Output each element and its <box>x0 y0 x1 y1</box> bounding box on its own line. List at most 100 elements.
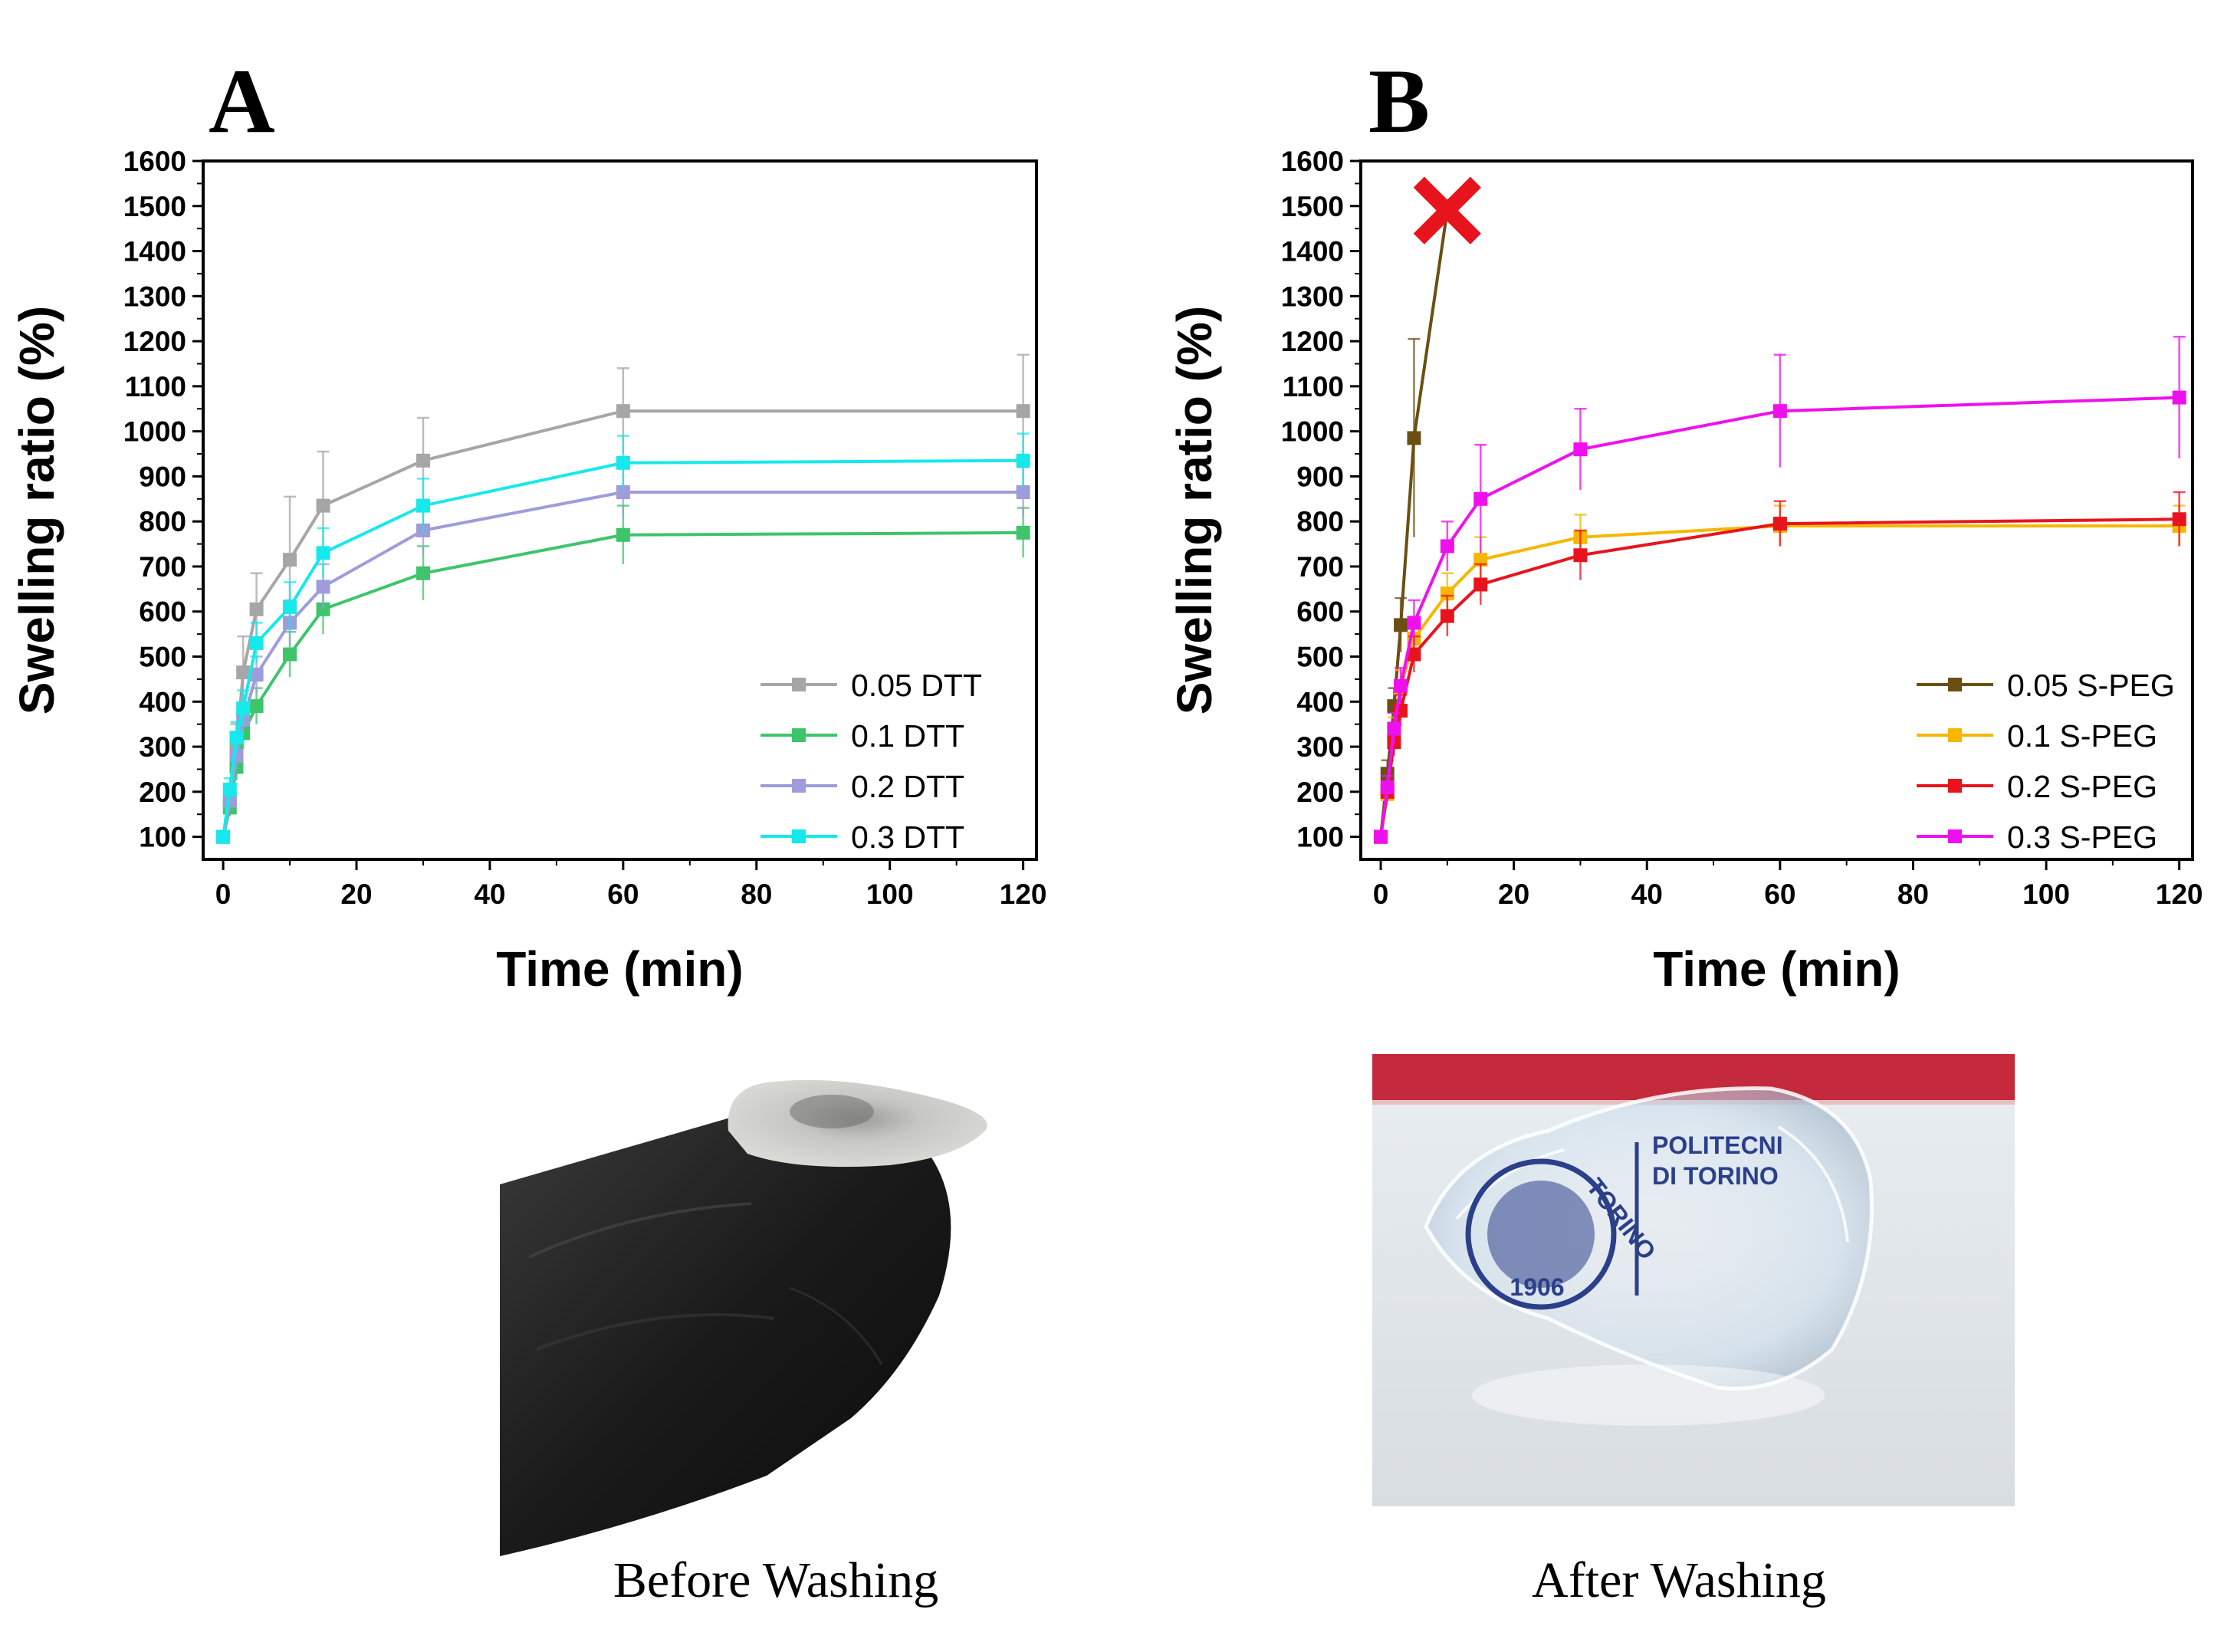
y-tick-label: 1100 <box>1283 371 1344 402</box>
legend-marker <box>1948 829 1962 843</box>
logo-line1: POLITECNI <box>1652 1131 1783 1159</box>
data-point <box>1380 780 1395 794</box>
legend-entry: 0.3 DTT <box>761 819 964 855</box>
data-point <box>316 580 330 594</box>
legend-entry: 0.3 S-PEG <box>1917 819 2157 855</box>
panel-letter-b: B <box>1368 50 1430 152</box>
data-point <box>249 636 264 650</box>
y-tick-label: 1200 <box>123 326 186 357</box>
data-point <box>249 668 264 682</box>
data-point <box>1016 404 1030 419</box>
x-tick-label: 40 <box>474 879 505 910</box>
legend-label: 0.2 DTT <box>851 769 964 804</box>
legend-label: 0.1 S-PEG <box>2007 718 2157 754</box>
x-axis-title: Time (min) <box>1653 941 1900 997</box>
chart-a: 1002003004005006007008009001000110012001… <box>9 146 1046 997</box>
legend-marker <box>1948 779 1962 793</box>
y-tick-label: 1300 <box>123 281 186 312</box>
x-axis-title: Time (min) <box>496 941 743 997</box>
before-washing-caption: Before Washing <box>613 1552 938 1608</box>
data-point <box>1394 678 1408 693</box>
data-point <box>1016 453 1030 468</box>
legend-label: 0.3 DTT <box>851 819 964 855</box>
university-seal <box>1465 1158 1617 1310</box>
data-point <box>1473 577 1488 592</box>
data-point <box>229 731 244 745</box>
y-tick-label: 1600 <box>1281 146 1344 177</box>
legend-marker <box>792 829 806 843</box>
y-tick-label: 100 <box>1296 822 1344 853</box>
data-point <box>1440 586 1454 601</box>
data-point <box>1407 431 1421 445</box>
photo-after-washing: 1906 TORINO POLITECNI DI TORINO After Wa… <box>1372 1054 2015 1608</box>
y-tick-label: 1000 <box>1281 416 1344 448</box>
legend-label: 0.05 DTT <box>851 668 982 703</box>
y-tick-label: 1400 <box>123 236 186 268</box>
plot-frame <box>202 159 1038 861</box>
y-tick-label: 1500 <box>123 191 186 222</box>
data-point <box>1440 539 1454 553</box>
legend-marker <box>1948 728 1962 742</box>
failure-x-marker <box>1413 176 1481 245</box>
x-tick-label: 20 <box>1498 879 1529 910</box>
data-point <box>1016 484 1030 499</box>
data-point <box>236 665 251 680</box>
series-line <box>222 458 1023 837</box>
y-tick-label: 800 <box>1296 506 1344 537</box>
legend-marker <box>792 678 806 691</box>
data-point <box>1573 442 1588 457</box>
y-tick-label: 900 <box>1296 461 1344 492</box>
data-point <box>316 498 330 513</box>
x-tick-label: 60 <box>1764 879 1795 910</box>
data-point <box>1407 616 1421 630</box>
y-tick-label: 200 <box>1296 777 1344 808</box>
data-point <box>1407 647 1421 662</box>
glove-finger <box>500 1110 951 1556</box>
chart-b: 1002003004005006007008009001000110012001… <box>1167 146 2203 997</box>
y-tick-label: 300 <box>1296 731 1344 763</box>
y-tick-label: 400 <box>139 686 186 718</box>
data-point <box>616 455 630 470</box>
y-tick-label: 100 <box>139 822 186 853</box>
legend-entry: 0.2 DTT <box>761 769 964 804</box>
x-tick-label: 120 <box>2156 879 2203 910</box>
legend-label: 0.05 S-PEG <box>2007 668 2175 703</box>
logo-line2: DI TORINO <box>1652 1162 1779 1190</box>
data-point <box>249 699 264 714</box>
x-stroke <box>1413 176 1481 245</box>
data-point <box>2172 512 2186 527</box>
x-tick-label: 20 <box>340 879 372 910</box>
legend-label: 0.2 S-PEG <box>2007 769 2157 804</box>
data-point <box>616 527 630 542</box>
data-point <box>222 782 237 796</box>
x-tick-label: 80 <box>741 879 772 910</box>
y-tick-label: 1600 <box>123 146 186 177</box>
y-tick-label: 700 <box>1296 551 1344 583</box>
series-0-3-dtt <box>216 432 1030 844</box>
seal-year: 1906 <box>1510 1273 1564 1301</box>
data-point <box>1473 553 1488 567</box>
legend-marker <box>1948 678 1962 691</box>
legend-entry: 0.05 DTT <box>761 668 982 703</box>
y-tick-label: 400 <box>1296 686 1344 718</box>
data-point <box>1016 525 1030 540</box>
data-point <box>316 546 330 560</box>
legend-label: 0.3 S-PEG <box>2007 819 2157 855</box>
y-tick-label: 500 <box>139 642 186 673</box>
y-tick-label: 1100 <box>125 371 186 402</box>
y-axis-title: Swelling ratio (%) <box>9 306 64 714</box>
x-tick-label: 60 <box>607 879 639 910</box>
y-tick-label: 1400 <box>1281 236 1344 268</box>
series-line <box>1379 396 2180 837</box>
data-point <box>249 602 264 616</box>
x-tick-label: 100 <box>866 879 914 910</box>
data-point <box>416 453 430 468</box>
data-point <box>283 553 297 567</box>
y-axis-title: Swelling ratio (%) <box>1167 306 1222 714</box>
x-tick-label: 0 <box>1373 879 1389 910</box>
data-point <box>416 566 430 580</box>
data-point <box>1394 618 1408 632</box>
legend-marker <box>792 728 806 742</box>
x-tick-label: 40 <box>1631 879 1663 910</box>
plot-frame <box>1359 159 2194 861</box>
